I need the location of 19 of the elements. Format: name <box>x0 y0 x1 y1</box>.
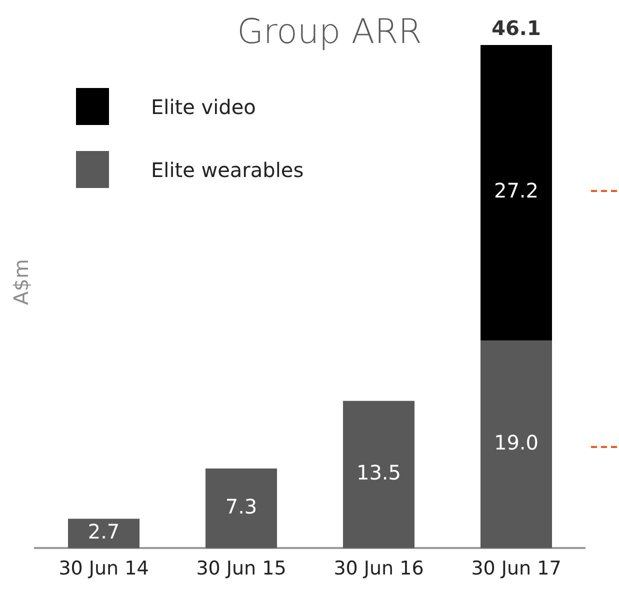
bar <box>480 340 552 548</box>
total-label: 46.1 <box>492 16 541 40</box>
bar <box>343 400 414 548</box>
legend-label: Elite video <box>151 94 256 118</box>
bar <box>68 518 140 548</box>
data-label: 19.0 <box>494 430 539 455</box>
x-tick-label: 30 Jun 14 <box>58 558 149 580</box>
data-label: 13.5 <box>356 460 402 485</box>
x-tick-label: 30 Jun 15 <box>196 558 286 580</box>
bar <box>480 45 552 341</box>
data-label: 2.7 <box>88 520 120 544</box>
x-tick-label: 30 Jun 17 <box>471 558 562 580</box>
legend-label: Elite wearables <box>151 158 304 182</box>
y-axis-title: A$m <box>8 259 33 305</box>
data-label: 27.2 <box>494 178 539 203</box>
x-tick-label: 30 Jun 16 <box>334 558 424 580</box>
data-label: 7.3 <box>225 494 258 519</box>
chart-title: Group ARR <box>237 12 422 52</box>
bar <box>206 468 277 548</box>
